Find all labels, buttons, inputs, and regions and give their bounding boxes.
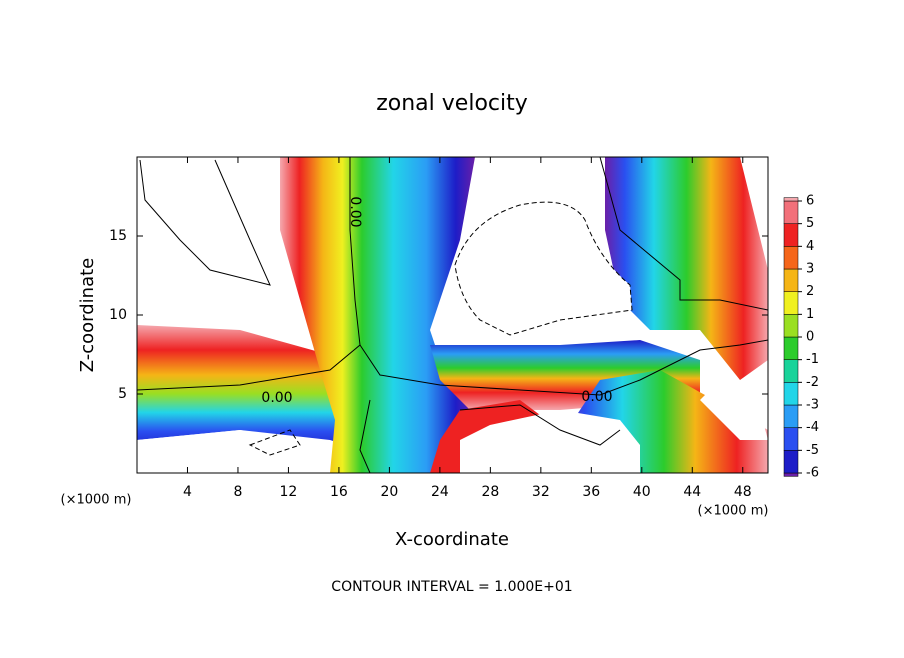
colorbar-label: -1 — [806, 352, 819, 367]
colorbar-label: -4 — [806, 420, 819, 435]
colorbar-label: 6 — [806, 194, 814, 209]
y-tick-label: 10 — [109, 307, 127, 323]
x-tick-label: 40 — [633, 484, 651, 500]
x-tick-label: 32 — [532, 484, 550, 500]
colorbar-label: -2 — [806, 375, 819, 390]
colorbar-box — [783, 359, 799, 383]
colorbar-box — [783, 246, 799, 270]
x-tick-label: 24 — [431, 484, 449, 500]
colorbar-box — [783, 450, 799, 474]
colorbar-label: -5 — [806, 443, 819, 458]
footer: CONTOUR INTERVAL = 1.000E+01 — [331, 579, 572, 595]
contour-label: 0.00 — [581, 389, 612, 405]
colorbar-box — [783, 268, 799, 292]
colorbar-label: -6 — [806, 466, 819, 481]
colorbar-box — [783, 223, 799, 247]
colorbar-box — [783, 472, 799, 477]
colorbar-label: 1 — [806, 307, 814, 322]
x-tick-label: 16 — [330, 484, 348, 500]
y-axis-label: Z-coordinate — [77, 258, 98, 373]
colorbar-box — [783, 291, 799, 315]
x-tick-label: 20 — [380, 484, 398, 500]
colorbar-label: 0 — [806, 330, 814, 345]
colorbar-box — [783, 200, 799, 224]
y-tick-label: 15 — [109, 228, 127, 244]
colorbar-box — [783, 197, 799, 202]
colorbar-label: 5 — [806, 216, 814, 231]
x-unit-label: (×1000 m) — [698, 504, 769, 519]
x-tick-label: 12 — [280, 484, 298, 500]
colorbar-box — [783, 382, 799, 406]
colorbar-box — [783, 427, 799, 451]
x-tick-label: 48 — [734, 484, 752, 500]
colorbar-label: -3 — [806, 398, 819, 413]
x-tick-label: 4 — [183, 484, 192, 500]
x-tick-label: 28 — [481, 484, 499, 500]
contour-label: 0.00 — [261, 390, 292, 406]
contour-label: 0.00 — [347, 196, 363, 227]
x-unit-label: (×1000 m) — [61, 493, 132, 508]
colorbar-box — [783, 404, 799, 428]
contour-field — [137, 157, 768, 473]
colorbar-label: 4 — [806, 239, 814, 254]
colorbar-label: 3 — [806, 262, 814, 277]
x-axis-label: X-coordinate — [395, 529, 509, 550]
x-tick-label: 8 — [233, 484, 242, 500]
colorbar-label: 2 — [806, 284, 814, 299]
colorbar-box — [783, 336, 799, 360]
y-tick-label: 5 — [118, 386, 127, 402]
chart-title: zonal velocity — [376, 91, 528, 116]
colorbar-box — [783, 314, 799, 338]
x-tick-label: 44 — [683, 484, 701, 500]
x-tick-label: 36 — [582, 484, 600, 500]
